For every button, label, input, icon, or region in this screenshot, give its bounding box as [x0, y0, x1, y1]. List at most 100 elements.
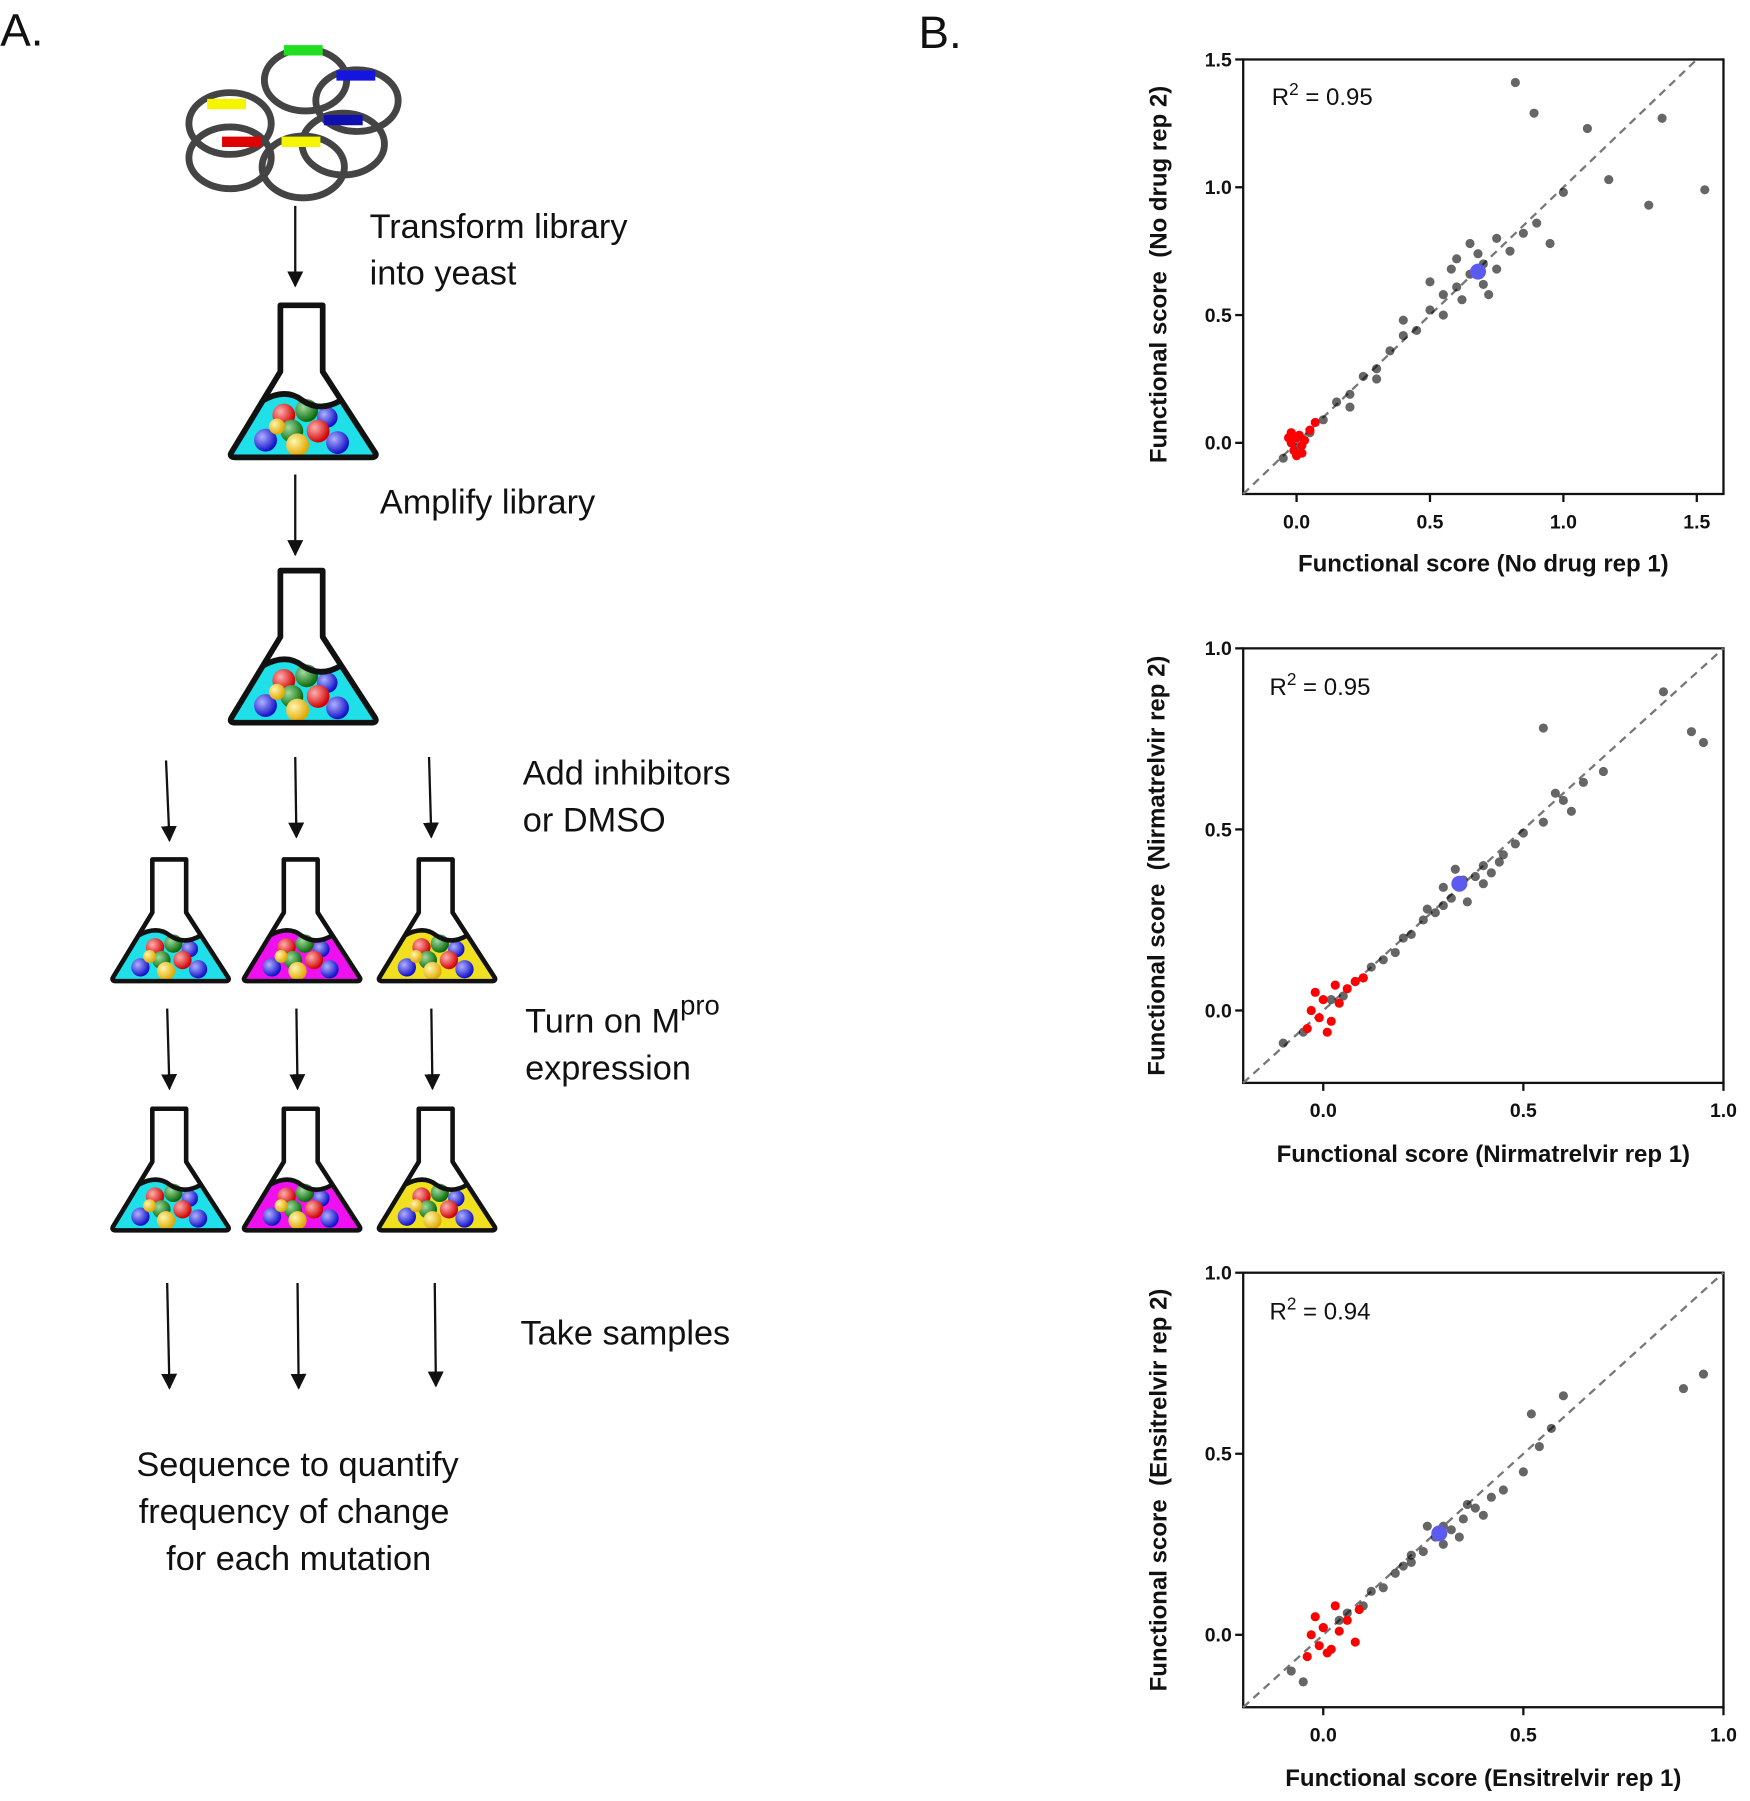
arrows: [160, 205, 444, 1390]
data-point: [1598, 766, 1608, 777]
y-tick-label: 0.5: [1205, 305, 1232, 327]
data-point: [1450, 864, 1460, 874]
y-tick-label: 0.0: [1205, 433, 1232, 455]
data-point: [1452, 282, 1462, 292]
data-point: [1366, 962, 1376, 972]
data-point: [1354, 1604, 1364, 1615]
y-axis-label: Functional score (Ensitrelvir rep 2): [1146, 1289, 1173, 1692]
data-point: [1350, 1637, 1360, 1647]
data-point: [1406, 1550, 1416, 1560]
data-point: [1546, 1423, 1556, 1433]
scatter-chart: 0.0 0.5 1.0 0.0 0.5 1.0 Functional score (Nirm…: [1143, 638, 1737, 1168]
data-point: [1457, 295, 1467, 305]
data-point: [1412, 325, 1422, 335]
data-point: [1498, 850, 1508, 860]
x-tick-label: 1.5: [1683, 511, 1710, 533]
y-axis-label: Functional score (Nirmatrelvir rep 2): [1143, 656, 1170, 1076]
step-text: frequency of change: [139, 1493, 450, 1531]
data-point: [1478, 1510, 1488, 1520]
data-point: [1438, 310, 1448, 320]
data-point: [1532, 218, 1542, 228]
data-point: [1345, 402, 1355, 412]
plot-frame: [1242, 1271, 1725, 1709]
data-point: [1342, 1615, 1352, 1625]
data-point: [1505, 246, 1515, 256]
data-point: [1310, 417, 1320, 427]
step-text: Add inhibitors: [523, 754, 731, 792]
flasks: [113, 305, 496, 1230]
data-point: [1529, 108, 1539, 118]
data-point: [1378, 955, 1388, 965]
data-point: [1644, 200, 1654, 210]
data-point: [1478, 279, 1488, 289]
data-point: [1358, 371, 1368, 381]
data-point: [1657, 113, 1667, 123]
data-point: [1318, 415, 1328, 425]
data-point: [1438, 900, 1448, 911]
data-point: [1498, 1485, 1508, 1495]
data-point: [1510, 839, 1520, 849]
identity-line: [1242, 58, 1698, 495]
y-tick-label: 1.0: [1205, 177, 1232, 199]
data-point: [1297, 448, 1307, 458]
annotation-exponent: 2: [1287, 669, 1297, 689]
x-axis-label: Functional score (No drug rep 1): [1298, 551, 1669, 578]
data-point: [1342, 984, 1352, 994]
plot-frame: [1242, 58, 1725, 496]
scatter-chart: 0.0 0.5 1.0 1.5 0.0 0.5 1.0 1.5 Functional score…: [1146, 49, 1725, 578]
data-point: [1390, 1568, 1400, 1578]
data-point: [1550, 788, 1560, 798]
data-point: [1334, 1626, 1344, 1636]
step-text: Transform library: [370, 208, 629, 246]
annotation-symbol: R: [1270, 1299, 1287, 1326]
data-point: [1465, 238, 1475, 249]
data-point: [1322, 1648, 1332, 1658]
data-point: [1372, 374, 1382, 384]
data-point: [1425, 305, 1435, 315]
data-point: [1430, 908, 1440, 918]
data-point: [1545, 238, 1555, 249]
data-point: [1418, 1546, 1428, 1557]
data-point: [1330, 980, 1340, 990]
data-point: [1310, 1612, 1320, 1622]
data-point: [1469, 263, 1487, 280]
y-axis-label: Functional score (No drug rep 2): [1146, 86, 1173, 463]
data-point: [1299, 435, 1310, 445]
data-point: [1698, 737, 1709, 748]
y-tick-label: 1.0: [1205, 638, 1232, 660]
data-point: [1334, 998, 1344, 1008]
data-point: [1658, 687, 1669, 697]
data-point: [1451, 875, 1468, 892]
data-point: [1302, 1651, 1312, 1662]
step-text: or DMSO: [523, 801, 666, 839]
data-point: [1494, 857, 1504, 867]
step-text: Turn on Mpro: [525, 989, 720, 1040]
data-point: [1438, 1539, 1448, 1549]
data-point: [1366, 1586, 1376, 1596]
data-point: [1338, 991, 1348, 1001]
annotation: R2 = 0.95: [1272, 79, 1373, 111]
data-point: [1518, 228, 1528, 238]
data-point: [1486, 1492, 1496, 1502]
data-point: [1538, 723, 1548, 733]
data-point: [1446, 1525, 1456, 1535]
data-point: [1318, 1622, 1328, 1633]
data-point: [1278, 453, 1288, 463]
x-tick-label: 0.5: [1416, 511, 1443, 533]
data-point: [1604, 175, 1614, 185]
annotation-text: = 0.95: [1296, 674, 1370, 701]
plot-frame: [1242, 647, 1725, 1085]
identity-line: [1242, 1271, 1725, 1709]
data-point: [1398, 933, 1408, 943]
y-tick-label: 0.5: [1205, 1444, 1232, 1466]
data-point: [1438, 882, 1448, 892]
data-point: [1558, 1391, 1568, 1401]
data-point: [1526, 1409, 1536, 1419]
step-text: Take samples: [521, 1315, 731, 1353]
data-point: [1378, 1583, 1388, 1593]
data-point: [1518, 1467, 1528, 1477]
data-point: [1372, 364, 1382, 374]
x-tick-label: 1.0: [1550, 511, 1577, 533]
data-point: [1322, 1027, 1332, 1037]
data-point: [1345, 389, 1355, 399]
